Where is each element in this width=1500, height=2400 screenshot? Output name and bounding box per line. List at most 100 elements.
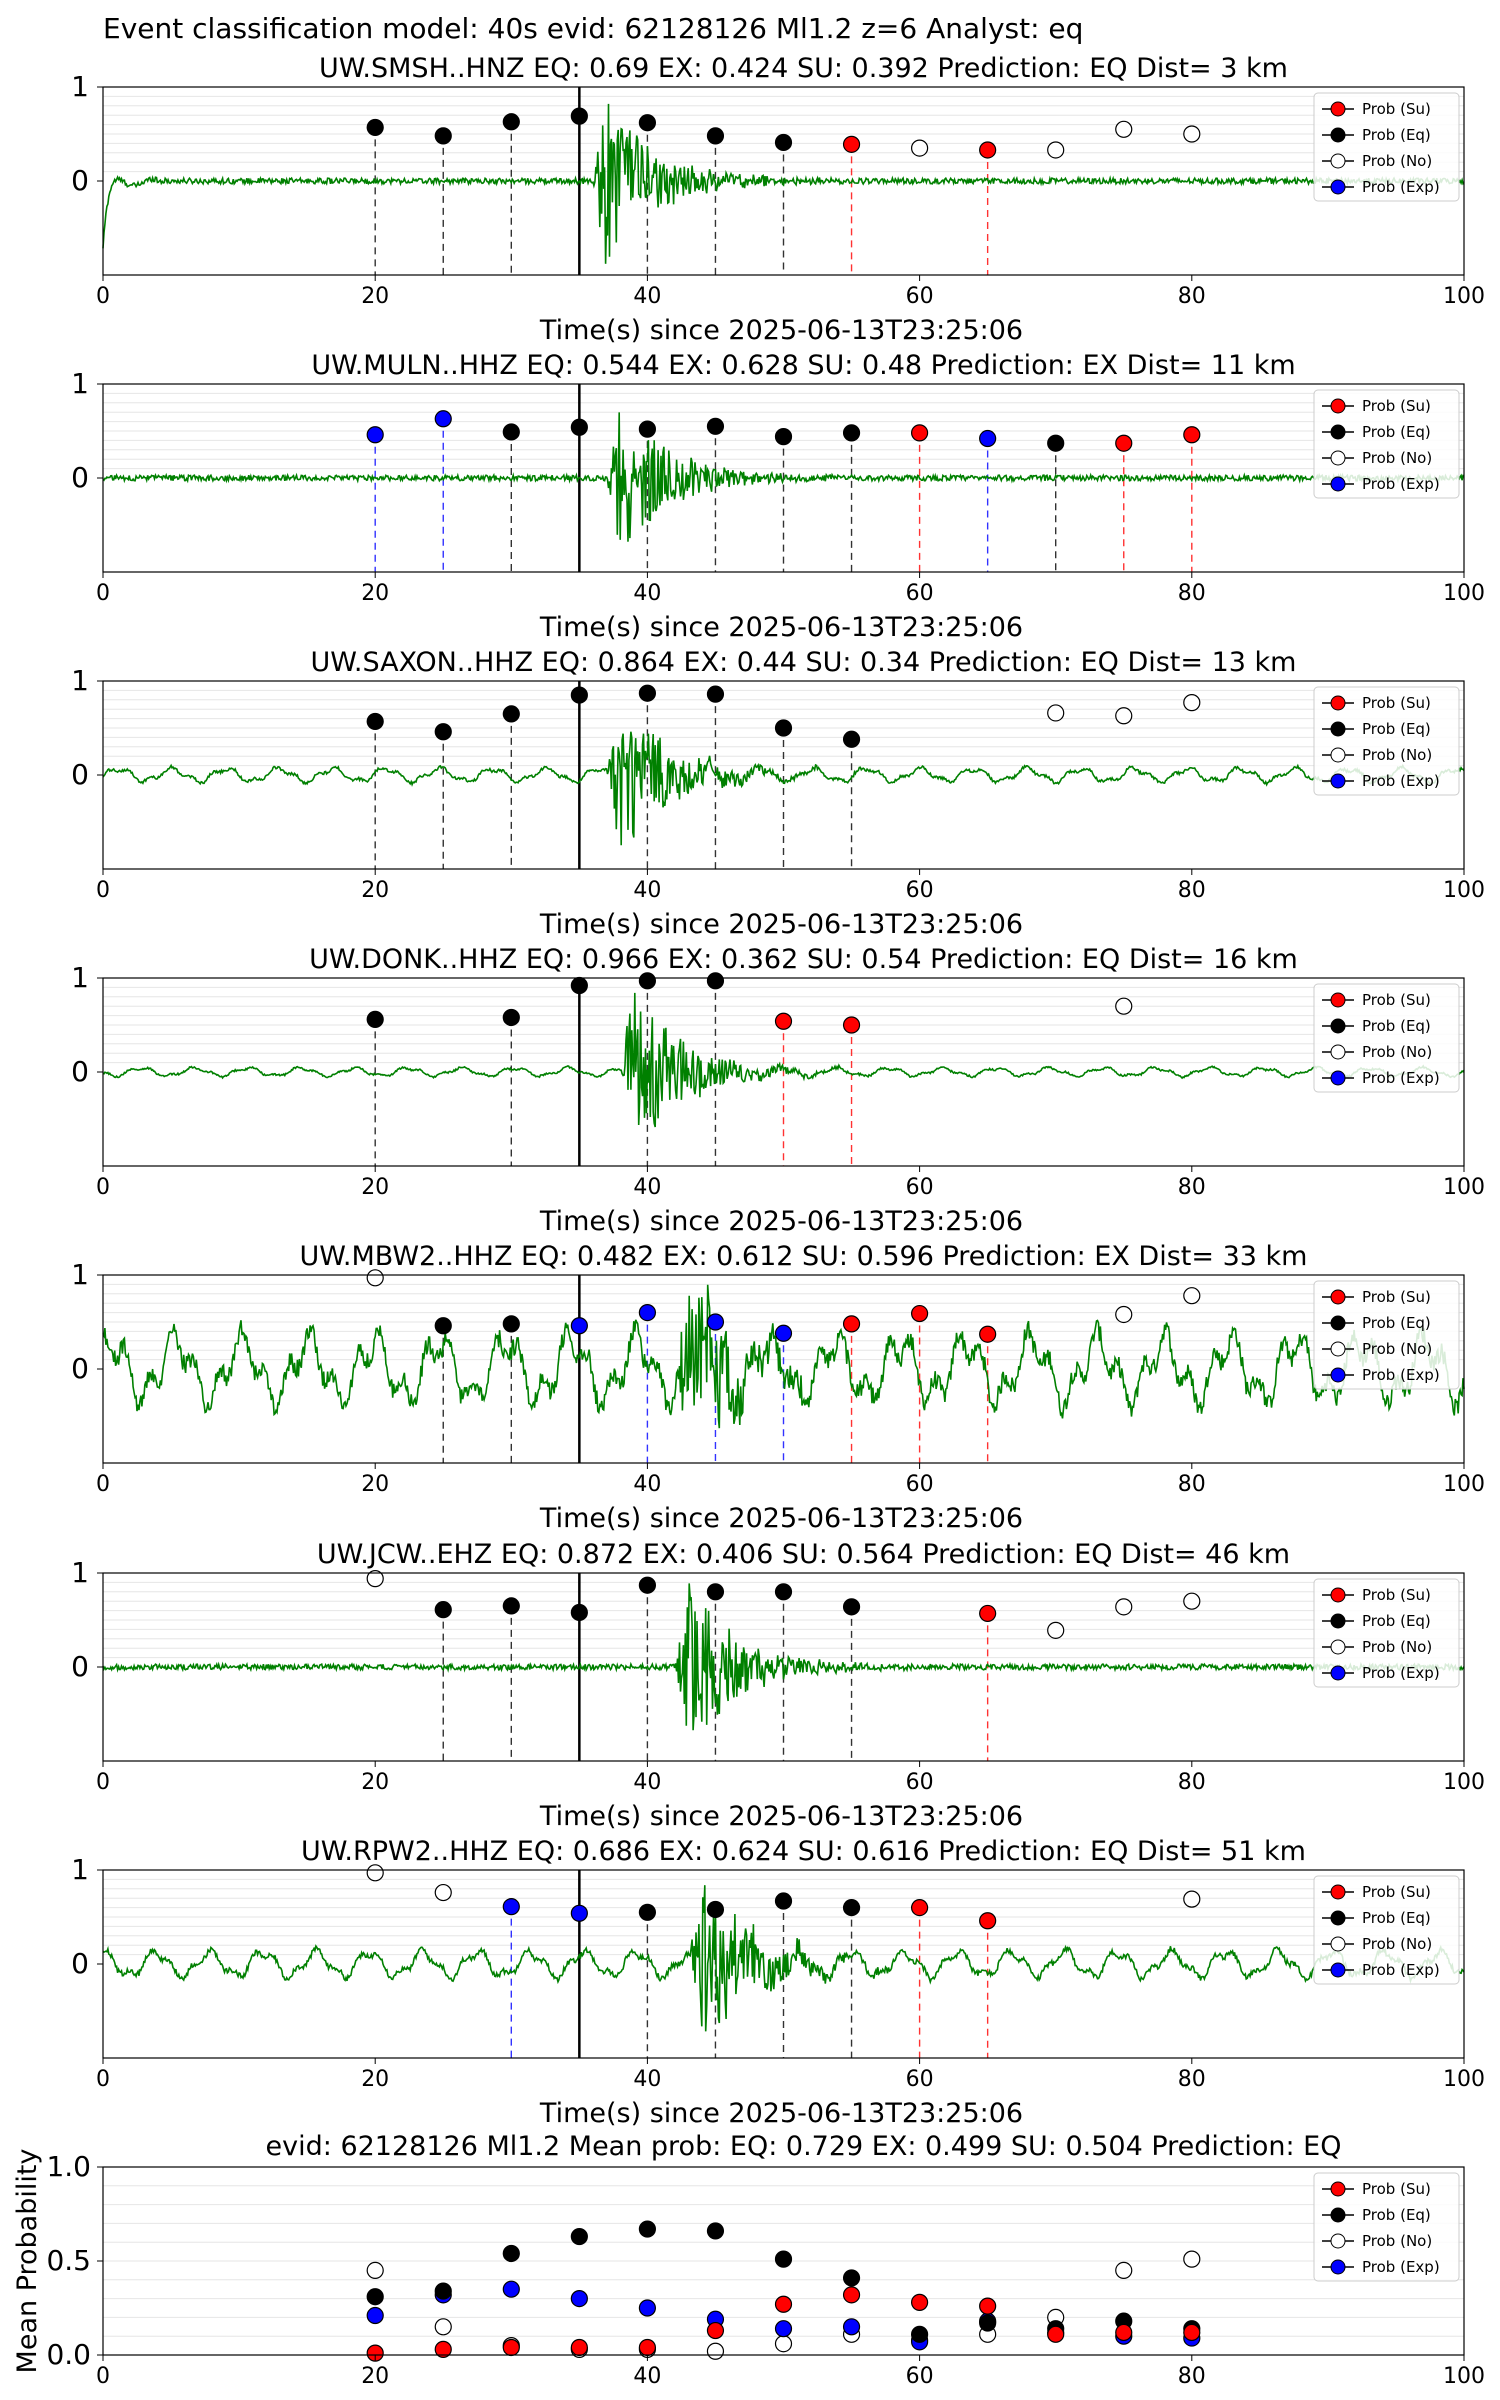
prob-point-no <box>1115 997 1133 1015</box>
x-tick-label: 60 <box>906 878 934 903</box>
legend-marker <box>1330 101 1346 117</box>
station-panel: UW.SMSH..HNZ EQ: 0.69 EX: 0.424 SU: 0.39… <box>71 53 1485 346</box>
y-tick-label: 1 <box>71 961 89 994</box>
legend-label: Prob (Eq) <box>1362 1909 1431 1927</box>
station-panel: UW.DONK..HHZ EQ: 0.966 EX: 0.362 SU: 0.5… <box>71 944 1485 1237</box>
prob-point-eq <box>570 976 588 995</box>
waveform-trace <box>102 103 1465 264</box>
prob-point-no <box>1183 1592 1201 1610</box>
prob-point-su <box>842 135 861 153</box>
prob-point-exp <box>570 1904 588 1922</box>
prob-point-eq <box>434 1317 452 1335</box>
panel-title: UW.SMSH..HNZ EQ: 0.69 EX: 0.424 SU: 0.39… <box>319 53 1288 84</box>
legend-marker <box>1330 1910 1346 1926</box>
prob-point-no <box>1115 1598 1133 1616</box>
mean-point-su <box>1115 2323 1133 2342</box>
prob-point-eq <box>366 118 384 137</box>
x-tick-label: 20 <box>361 1175 389 1200</box>
y-tick-label: 1.0 <box>46 2150 91 2183</box>
panel-title: UW.JCW..EHZ EQ: 0.872 EX: 0.406 SU: 0.56… <box>317 1539 1290 1570</box>
x-tick-label: 100 <box>1443 2364 1485 2389</box>
prob-point-eq <box>842 730 861 748</box>
legend-label: Prob (Exp) <box>1362 1366 1440 1384</box>
mean-point-su <box>638 2338 657 2357</box>
legend-marker <box>1330 127 1346 143</box>
x-tick-label: 20 <box>361 284 389 309</box>
x-tick-label: 40 <box>633 581 661 606</box>
prob-point-no <box>1115 120 1133 138</box>
legend-label: Prob (Exp) <box>1362 178 1440 196</box>
legend-label: Prob (Eq) <box>1362 423 1431 441</box>
prob-point-eq <box>1047 434 1065 452</box>
axes-frame <box>102 2166 1465 2356</box>
waveform-trace <box>102 1583 1465 1731</box>
mean-point-exp <box>842 2318 861 2336</box>
legend-marker <box>1330 1962 1346 1978</box>
prob-point-eq <box>774 428 793 446</box>
mean-point-su <box>774 2295 793 2313</box>
station-panel: UW.MULN..HHZ EQ: 0.544 EX: 0.628 SU: 0.4… <box>71 350 1485 643</box>
x-tick-label: 40 <box>633 878 661 903</box>
prob-point-no <box>1115 1305 1133 1324</box>
prob-point-eq <box>842 1598 861 1616</box>
prob-point-su <box>979 1912 997 1930</box>
prob-point-exp <box>434 410 452 428</box>
mean-point-su <box>842 2286 861 2304</box>
x-tick-label: 100 <box>1443 2067 1485 2092</box>
x-tick-label: 0 <box>96 1770 110 1795</box>
mean-point-su <box>706 2321 725 2340</box>
prob-point-eq <box>706 972 725 990</box>
panel-title: UW.RPW2..HHZ EQ: 0.686 EX: 0.624 SU: 0.6… <box>301 1836 1306 1867</box>
legend-label: Prob (No) <box>1362 1638 1432 1656</box>
prob-point-exp <box>366 426 384 444</box>
prob-point-eq <box>502 1315 520 1333</box>
legend-label: Prob (Su) <box>1362 991 1431 1009</box>
legend-marker <box>1330 1315 1346 1331</box>
prob-point-eq <box>638 420 657 438</box>
legend-label: Prob (No) <box>1362 1043 1432 1061</box>
panel-title: UW.DONK..HHZ EQ: 0.966 EX: 0.362 SU: 0.5… <box>309 944 1298 975</box>
mean-point-eq <box>842 2269 861 2287</box>
prob-point-exp <box>502 1898 520 1916</box>
prob-point-eq <box>706 1583 725 1601</box>
legend-label: Prob (Su) <box>1362 397 1431 415</box>
legend-label: Prob (No) <box>1362 1340 1432 1358</box>
x-tick-label: 20 <box>361 2364 389 2389</box>
legend-box <box>1313 1875 1460 1985</box>
legend-marker <box>1330 1341 1346 1357</box>
legend-label: Prob (No) <box>1362 746 1432 764</box>
y-tick-label: 0 <box>71 1055 89 1088</box>
mean-point-eq <box>502 2244 520 2263</box>
x-tick-label: 100 <box>1443 878 1485 903</box>
prob-point-su <box>910 1304 929 1323</box>
x-tick-label: 40 <box>633 1770 661 1795</box>
waveform-trace <box>102 1885 1465 2032</box>
prob-point-su <box>774 1012 793 1030</box>
prob-point-eq <box>774 719 793 737</box>
axes-frame <box>102 1572 1465 1762</box>
prob-point-su <box>979 1604 997 1623</box>
legend-label: Prob (Exp) <box>1362 2258 1440 2276</box>
legend-box <box>1313 389 1460 499</box>
prob-point-no <box>1183 1287 1201 1305</box>
axes-frame <box>102 977 1465 1167</box>
y-tick-label: 0 <box>71 758 89 791</box>
legend-label: Prob (Su) <box>1362 2180 1431 2198</box>
legend-label: Prob (Exp) <box>1362 1069 1440 1087</box>
x-tick-label: 20 <box>361 2067 389 2092</box>
mean-point-su <box>502 2338 520 2357</box>
x-tick-label: 80 <box>1178 1770 1206 1795</box>
x-tick-label: 40 <box>633 1472 661 1497</box>
figure-suptitle: Event classification model: 40s evid: 62… <box>103 12 1083 45</box>
station-panel: UW.RPW2..HHZ EQ: 0.686 EX: 0.624 SU: 0.6… <box>71 1836 1485 2129</box>
prob-point-no <box>1115 707 1133 725</box>
legend-box <box>1313 1578 1460 1688</box>
legend-marker <box>1330 992 1346 1008</box>
y-tick-label: 0 <box>71 461 89 494</box>
x-tick-label: 0 <box>96 2067 110 2092</box>
waveform-trace <box>102 412 1465 542</box>
x-tick-label: 80 <box>1178 1175 1206 1200</box>
legend-marker <box>1330 2181 1346 2197</box>
mean-point-no <box>706 2342 725 2360</box>
